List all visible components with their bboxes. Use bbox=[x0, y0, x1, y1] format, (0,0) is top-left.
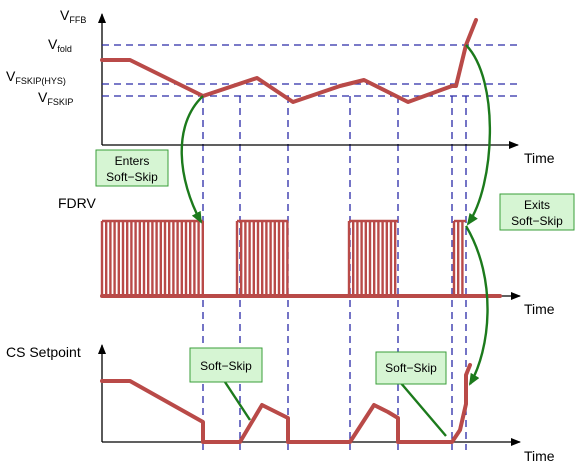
cs-panel: CS Setpoint Time bbox=[6, 344, 555, 464]
softskip-pointer-1 bbox=[223, 381, 252, 421]
cs-axis-label: CS Setpoint bbox=[6, 344, 81, 360]
callout-box bbox=[499, 193, 575, 231]
enters-arrow bbox=[180, 95, 204, 224]
vfold-label: Vfold bbox=[48, 36, 72, 54]
fdrv-axis-label: FDRV bbox=[58, 195, 97, 211]
vffb-axis-label: VFFB bbox=[60, 7, 86, 25]
callout-enters: Enters Soft−Skip bbox=[95, 149, 169, 187]
callout-exits-line1: Exits bbox=[524, 198, 550, 212]
transition-arrows bbox=[180, 44, 492, 437]
fdrv-panel: FDRV Time bbox=[58, 195, 555, 317]
softskip-pointer-2 bbox=[399, 381, 447, 437]
callout-enters-line1: Enters bbox=[115, 154, 150, 168]
callout-box bbox=[189, 347, 263, 383]
timing-guides bbox=[202, 96, 467, 450]
callout-exits: Exits Soft−Skip bbox=[499, 193, 575, 231]
vffb-time-label: Time bbox=[524, 150, 555, 166]
vfskip-label: VFSKIP bbox=[38, 89, 73, 107]
fdrv-pulse-trains bbox=[100, 219, 466, 296]
callout-exits-line2: Soft−Skip bbox=[511, 214, 563, 228]
exits-arrow-1 bbox=[465, 44, 492, 226]
vfskip-hys-label: VFSKIP(HYS) bbox=[6, 68, 66, 86]
callout-softskip-1: Soft−Skip bbox=[189, 347, 263, 383]
fdrv-time-label: Time bbox=[524, 301, 555, 317]
callout-box bbox=[95, 149, 169, 187]
callout-softskip-2: Soft−Skip bbox=[375, 351, 447, 385]
cs-time-label: Time bbox=[524, 448, 555, 464]
exits-arrow-2 bbox=[464, 225, 489, 386]
callout-box bbox=[375, 351, 447, 385]
vffb-panel: VFFB Vfold VFSKIP(HYS) VFSKIP Time bbox=[6, 7, 555, 166]
callout-softskip-2-text: Soft−Skip bbox=[385, 361, 437, 375]
callout-enters-line2: Soft−Skip bbox=[106, 170, 158, 184]
callout-softskip-1-text: Soft−Skip bbox=[200, 359, 252, 373]
cs-setpoint-waveform bbox=[100, 363, 472, 444]
vffb-waveform bbox=[100, 18, 478, 104]
